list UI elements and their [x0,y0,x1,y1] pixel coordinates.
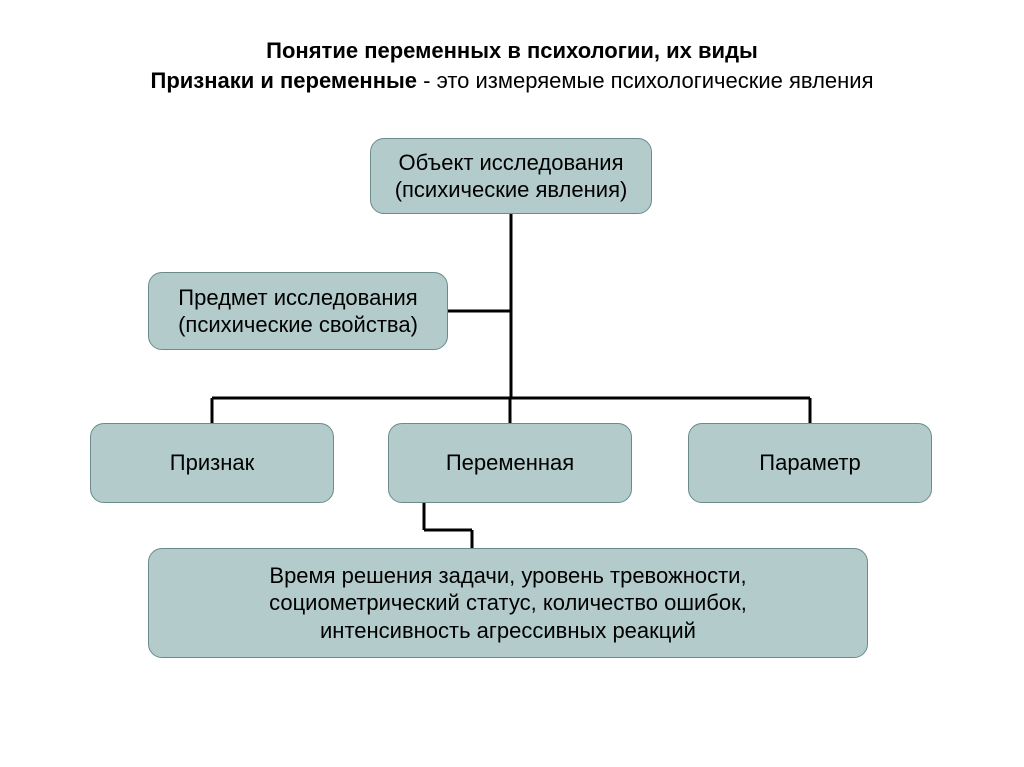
title-line1: Понятие переменных в психологии, их виды [266,38,758,63]
diagram-title: Понятие переменных в психологии, их виды… [0,0,1024,95]
node-subject-line1: Предмет исследования [178,284,418,312]
node-sign: Признак [90,423,334,503]
node-root-line2: (психические явления) [395,176,628,204]
title-line2-bold: Признаки и переменные [151,68,418,93]
node-sign-label: Признак [170,449,254,477]
node-examples-line2: социометрический статус, количество ошиб… [269,589,747,617]
node-examples: Время решения задачи, уровень тревожност… [148,548,868,658]
node-examples-line3: интенсивность агрессивных реакций [269,617,747,645]
node-variable-label: Переменная [446,449,574,477]
node-root: Объект исследования (психические явления… [370,138,652,214]
node-subject: Предмет исследования (психические свойст… [148,272,448,350]
title-line2-rest: - это измеряемые психологические явления [417,68,873,93]
node-examples-line1: Время решения задачи, уровень тревожност… [269,562,747,590]
node-variable: Переменная [388,423,632,503]
node-parameter-label: Параметр [759,449,860,477]
node-root-line1: Объект исследования [395,149,628,177]
node-parameter: Параметр [688,423,932,503]
node-subject-line2: (психические свойства) [178,311,418,339]
